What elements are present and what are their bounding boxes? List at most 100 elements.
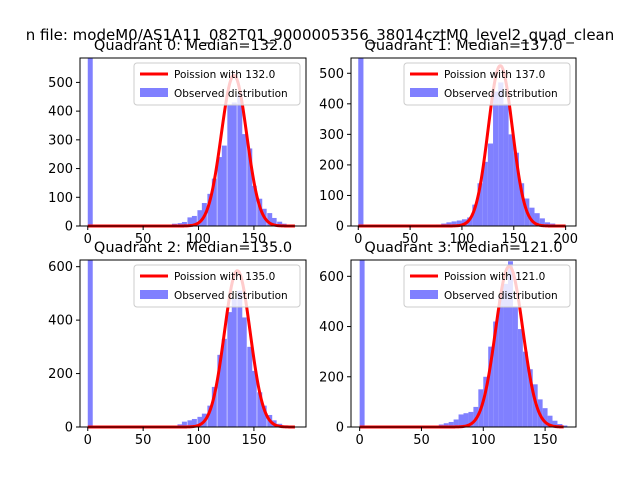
subplot-title: Quadrant 2: Median=135.0: [94, 240, 292, 256]
y-tick-label: 600: [48, 260, 73, 275]
histogram-bar: [241, 317, 247, 427]
histogram-bar: [517, 329, 523, 427]
histogram-bar: [277, 221, 283, 226]
y-tick-label: 400: [319, 320, 344, 335]
histogram-bar: [221, 338, 227, 427]
histogram-bar: [221, 145, 227, 226]
histogram-bar: [207, 193, 213, 226]
histogram-bar: [217, 157, 223, 226]
histogram-bar: [477, 183, 483, 226]
x-tick-label: 50: [413, 433, 430, 448]
y-tick-label: 400: [48, 105, 73, 120]
legend-box: [133, 62, 301, 106]
subplot-title: Quadrant 0: Median=132.0: [94, 38, 292, 54]
x-tick-label: 200: [553, 232, 578, 247]
x-tick-label: 50: [135, 232, 152, 247]
histogram-bar: [181, 421, 187, 427]
histogram-bar: [562, 425, 568, 427]
legend-bar-swatch: [410, 88, 438, 97]
histogram-bar: [359, 260, 365, 427]
histogram-bar: [508, 261, 513, 427]
histogram-bar: [468, 411, 474, 427]
histogram-bar: [547, 415, 553, 427]
histogram-bar: [191, 418, 197, 427]
histogram-bar: [503, 103, 509, 226]
histogram-bar: [257, 392, 263, 427]
x-tick-label: 0: [354, 232, 362, 247]
histogram-bar: [181, 221, 187, 226]
x-tick-label: 0: [84, 433, 92, 448]
legend-line-label: Poission with 137.0: [444, 69, 545, 81]
histogram-bar: [544, 222, 551, 226]
histogram-bar: [231, 102, 237, 226]
x-tick-label: 100: [450, 232, 475, 247]
y-tick-label: 200: [319, 370, 344, 385]
histogram-bar: [483, 376, 489, 427]
y-tick-label: 500: [319, 67, 344, 82]
histogram-bar: [458, 414, 464, 427]
histogram-bar: [527, 369, 533, 427]
histogram-bar: [467, 217, 473, 226]
histogram-bar: [482, 161, 488, 226]
histogram-bar: [488, 346, 494, 427]
histogram-bar: [522, 351, 528, 427]
legend-line-label: Poission with 121.0: [444, 271, 545, 283]
histogram-bar: [241, 134, 247, 226]
legend-box: [403, 62, 571, 106]
histogram-bar: [508, 134, 514, 226]
x-tick-label: 50: [402, 232, 419, 247]
histogram-bar: [87, 260, 93, 427]
histogram-bar: [197, 210, 203, 226]
x-tick-label: 150: [242, 433, 267, 448]
histogram-bar: [503, 283, 509, 427]
histogram-bar: [271, 217, 277, 226]
y-tick-label: 400: [48, 314, 73, 329]
histogram-bar: [187, 420, 193, 427]
histogram-bar: [227, 105, 233, 226]
histogram-bar: [552, 420, 558, 427]
histogram-bar: [498, 296, 504, 427]
histogram-bar: [513, 152, 519, 226]
histogram-bar: [191, 215, 197, 226]
y-tick-label: 0: [65, 421, 73, 436]
histogram-bar: [456, 220, 462, 226]
histogram-bar: [217, 354, 223, 427]
y-tick-label: 300: [319, 128, 344, 143]
histogram-bar: [267, 213, 273, 226]
histogram-bar: [446, 222, 452, 226]
histogram-bar: [231, 298, 237, 427]
axes-frame: [79, 259, 307, 428]
histogram-bar: [487, 143, 494, 226]
x-tick-label: 100: [186, 232, 211, 247]
histogram-bar: [529, 207, 535, 226]
histogram-bar: [493, 321, 499, 427]
axes-frame: [350, 57, 577, 227]
quadrant-2-panel: 0 50 100 150 0 200 400 600 Quadrant 2: Median=13…: [48, 240, 307, 448]
y-tick-label: 0: [336, 421, 344, 436]
legend-bar-label: Observed distribution: [174, 290, 288, 302]
histogram-bar: [257, 198, 263, 226]
x-tick-label: 50: [135, 433, 152, 448]
y-tick-label: 100: [48, 191, 73, 206]
histogram-bar: [448, 421, 454, 427]
y-tick-label: 200: [48, 367, 73, 382]
subplot-title: Quadrant 1: Median=137.0: [364, 38, 562, 54]
histogram-bar: [207, 405, 213, 427]
histogram-bar: [237, 93, 243, 227]
axes-frame: [79, 57, 307, 227]
histogram-bar: [261, 405, 267, 427]
histogram-bar: [251, 185, 257, 226]
legend-box: [133, 264, 301, 308]
legend-line-label: Poission with 135.0: [174, 271, 275, 283]
y-tick-label: 100: [319, 189, 344, 204]
x-tick-label: 150: [242, 232, 267, 247]
y-tick-label: 200: [48, 162, 73, 177]
y-tick-label: 0: [65, 220, 73, 235]
histogram-bar: [534, 213, 540, 226]
histogram-bar: [211, 178, 217, 226]
histogram-bar: [512, 306, 518, 427]
histogram-bar: [542, 408, 548, 427]
legend-bar-label: Observed distribution: [174, 88, 288, 100]
histogram-bar: [463, 413, 469, 427]
histogram-bar: [251, 370, 257, 427]
